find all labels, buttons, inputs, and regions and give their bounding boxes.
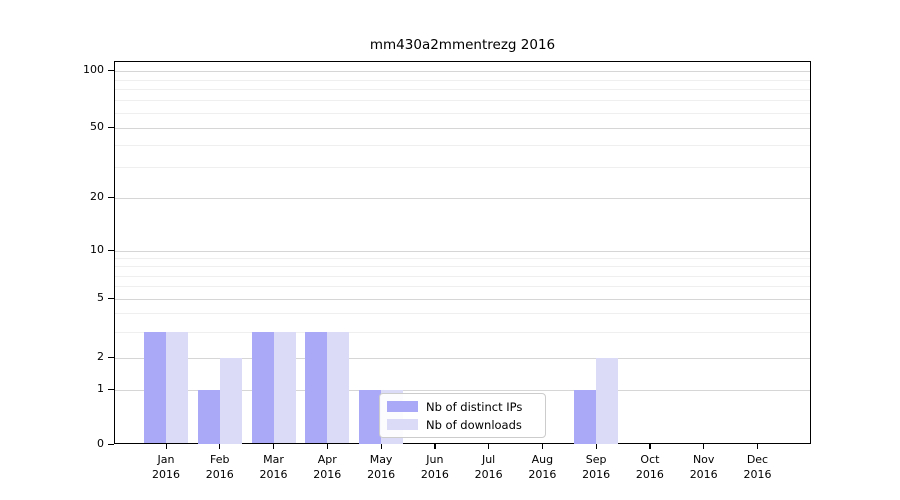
x-tick	[273, 444, 275, 449]
y-gridline-major	[115, 251, 810, 252]
x-tick-label: Sep 2016	[582, 453, 611, 481]
y-tick-label: 2	[97, 350, 104, 363]
legend-item: Nb of distinct IPs	[387, 399, 537, 414]
y-tick	[108, 249, 114, 251]
y-tick	[108, 443, 114, 445]
x-tick	[756, 444, 759, 449]
y-gridline-minor	[115, 313, 810, 315]
x-tick	[541, 444, 544, 449]
x-tick-label: Apr 2016	[313, 453, 342, 481]
y-gridline-minor	[115, 145, 810, 147]
legend-label: Nb of distinct IPs	[426, 399, 523, 414]
y-tick-label: 10	[90, 243, 104, 256]
y-tick	[108, 196, 114, 198]
bar-distinct-ips	[359, 390, 382, 444]
x-tick	[165, 444, 167, 449]
y-gridline-minor	[115, 113, 810, 114]
bar-distinct-ips	[197, 390, 220, 444]
x-tick	[434, 444, 436, 449]
x-tick	[219, 444, 221, 449]
y-gridline-minor	[115, 275, 810, 277]
x-tick-label: Mar 2016	[259, 453, 288, 481]
y-tick	[108, 388, 114, 390]
y-tick	[108, 69, 114, 71]
plot-area	[114, 61, 811, 444]
y-gridline-major	[115, 198, 810, 199]
x-tick	[488, 444, 490, 449]
y-gridline-major	[115, 299, 810, 300]
y-gridline-major	[115, 71, 810, 72]
legend-swatch-distinct-ips	[387, 401, 418, 412]
bar-downloads	[596, 358, 619, 444]
x-tick-label: Nov 2016	[689, 453, 718, 481]
y-tick-label: 0	[97, 437, 104, 450]
y-gridline-minor	[115, 266, 810, 268]
y-gridline-major	[115, 128, 810, 129]
y-tick-label: 20	[90, 190, 104, 203]
x-tick	[649, 444, 651, 449]
bar-distinct-ips	[144, 331, 166, 444]
legend-item: Nb of downloads	[387, 417, 537, 432]
x-tick-label: Jul 2016	[474, 453, 503, 481]
x-tick-label: Jun 2016	[420, 453, 449, 481]
x-tick-label: May 2016	[367, 453, 396, 481]
chart-title: mm430a2mmentrezg 2016	[369, 37, 556, 53]
x-tick	[703, 444, 705, 449]
x-tick-label: Aug 2016	[528, 453, 557, 481]
y-tick-label: 5	[97, 291, 104, 304]
x-tick-label: Jan 2016	[152, 453, 180, 481]
y-gridline-major	[115, 358, 810, 359]
y-tick	[108, 126, 114, 128]
bar-downloads	[219, 358, 242, 444]
x-tick	[380, 444, 382, 449]
y-tick-label: 1	[97, 382, 104, 395]
legend: Nb of distinct IPs Nb of downloads	[379, 393, 546, 438]
x-tick	[326, 444, 328, 449]
legend-label: Nb of downloads	[426, 417, 522, 432]
x-tick-label: Oct 2016	[635, 453, 664, 481]
y-gridline-minor	[115, 286, 810, 288]
y-gridline-minor	[115, 79, 810, 81]
y-gridline-minor	[115, 167, 810, 169]
x-tick-label: Feb 2016	[205, 453, 234, 481]
y-gridline-minor	[115, 89, 810, 91]
y-tick-label: 50	[90, 120, 104, 133]
x-tick	[595, 444, 597, 449]
bar-downloads	[273, 331, 296, 444]
y-tick-label: 100	[83, 63, 104, 76]
y-gridline-major	[115, 390, 810, 391]
x-tick-label: Dec 2016	[743, 453, 772, 481]
y-tick	[108, 297, 114, 299]
bar-distinct-ips	[574, 390, 597, 444]
bar-downloads	[166, 331, 188, 444]
bar-downloads	[327, 331, 350, 444]
y-gridline-minor	[115, 331, 810, 333]
legend-swatch-downloads	[387, 419, 418, 430]
bar-distinct-ips	[251, 331, 274, 444]
y-gridline-minor	[115, 258, 810, 260]
y-tick	[108, 356, 114, 358]
bar-distinct-ips	[305, 331, 328, 444]
y-gridline-minor	[115, 100, 810, 102]
